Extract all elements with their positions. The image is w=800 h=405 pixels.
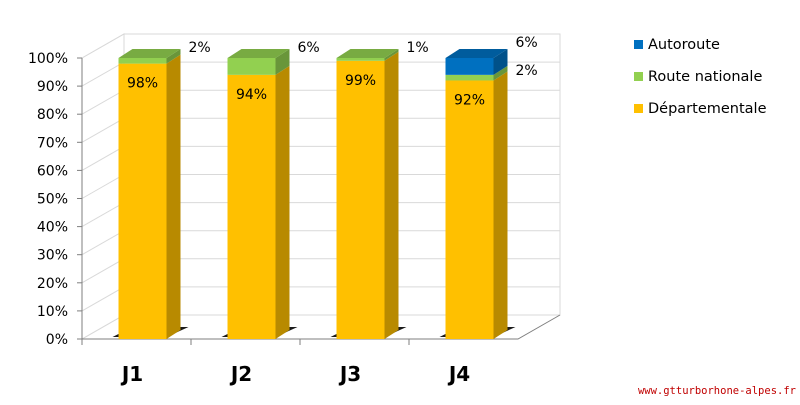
y-tick-label: 80% [37,107,68,123]
bar-segment-front [118,58,167,64]
y-tick-label: 10% [37,304,68,320]
bar-segment-side [275,65,290,340]
bar-segment-front [118,63,167,340]
y-tick-label: 20% [37,276,68,292]
watermark-text: www.gtturborhone-alpes.fr [637,385,796,397]
y-tick-label: 90% [37,79,68,95]
legend-swatch [634,40,643,49]
bar-segment-side [275,49,290,75]
bar-segment-top [336,49,399,58]
legend-label: Départementale [648,101,767,117]
y-tick-label: 100% [28,51,68,67]
bar-segment-front [445,58,494,75]
bar-segment-front [227,74,276,340]
data-label: 92% [454,92,485,108]
x-category-label: J2 [229,362,252,386]
y-axis: 0% 10% 20% 30% 40% 50% 60% 70% 80% 90% 100% [28,51,83,348]
x-category-label: J3 [338,362,361,386]
bar-segment-front [445,80,494,339]
data-label: 94% [236,87,267,103]
y-tick-label: 60% [37,163,68,179]
bar-segment-front [227,58,276,75]
legend-swatch [634,72,643,81]
gridline [81,33,560,59]
data-label: 2% [189,40,211,56]
floor-edge [82,314,561,340]
legend-label: Route nationale [648,69,762,85]
y-tick-label: 40% [37,220,68,236]
y-tick-label: 0% [46,332,68,348]
bar-segment-side [384,49,399,61]
legend-swatch [634,104,643,113]
y-tick-label: 30% [37,248,68,264]
chart-floor [82,314,561,340]
data-label: 1% [407,40,429,56]
data-labels: 98% 2% 94% 6% 99% 1% 92% 2% 6% [127,35,538,108]
bar-segment-top [118,49,181,58]
bar-segment-front [336,58,385,61]
bar-segment-front [336,60,385,340]
x-category-label: J1 [120,362,143,386]
data-label: 98% [127,76,158,92]
data-label: 6% [516,35,538,51]
bar-segment-top [227,49,290,58]
data-label: 2% [516,63,538,79]
bars [112,49,516,340]
y-tick-label: 50% [37,192,68,208]
legend-label: Autoroute [648,37,720,53]
x-axis: J1 J2 J3 J4 [81,339,470,386]
bar-segment-top [445,49,508,58]
bar-segment-side [384,51,399,340]
data-label: 99% [345,73,376,89]
data-label: 6% [298,40,320,56]
bar-segment-side [166,49,181,64]
legend: Autoroute Route nationale Départementale [634,37,767,117]
y-tick-label: 70% [37,135,68,151]
bar-segment-front [445,74,494,81]
x-category-label: J4 [447,362,470,386]
bar-segment-side [493,65,508,81]
bar-segment-side [493,71,508,339]
bar-segment-side [166,54,181,340]
bar-segment-side [493,49,508,75]
